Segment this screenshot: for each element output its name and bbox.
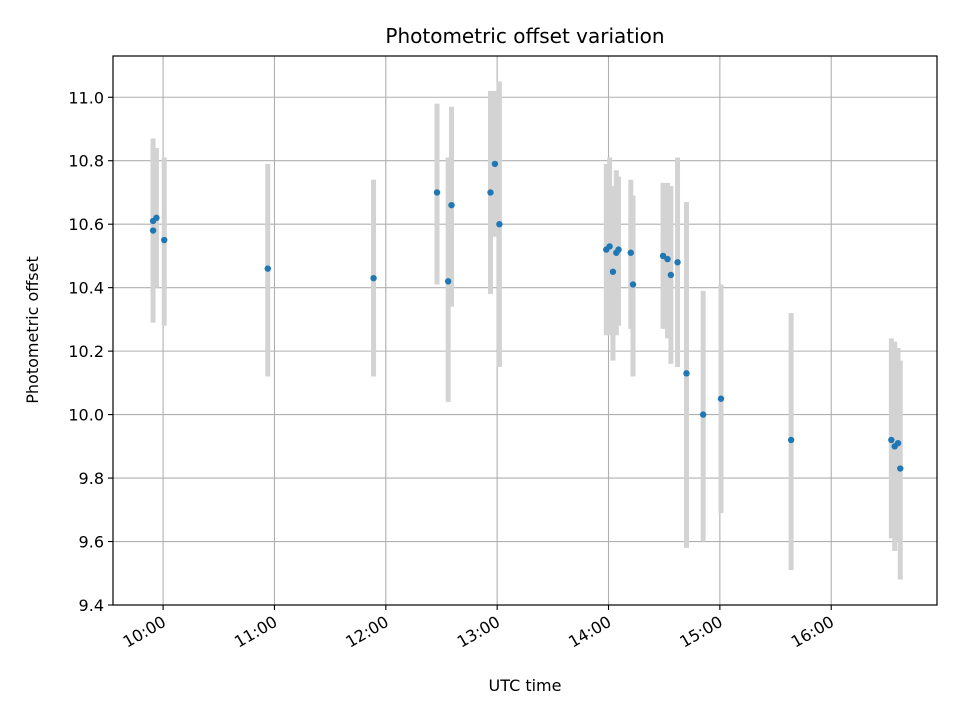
y-tick-label: 10.4 — [68, 279, 104, 298]
data-point — [433, 189, 441, 196]
y-tick-label: 11.0 — [68, 88, 104, 107]
plot-area — [113, 56, 937, 605]
data-point — [264, 265, 271, 272]
data-point — [496, 220, 503, 228]
data-point — [667, 271, 675, 279]
y-axis-label: Photometric offset — [23, 256, 42, 404]
data-point — [153, 214, 160, 222]
data-point — [787, 436, 795, 444]
data-point — [370, 274, 377, 282]
y-axis-ticks: 9.4 9.6 9.8 10.0 10.2 10.4 10.6 10.8 11.0 — [68, 88, 113, 615]
data-point — [606, 243, 613, 250]
y-tick-label: 10.0 — [68, 406, 104, 425]
data-point — [699, 411, 707, 418]
data-point — [161, 236, 168, 244]
data-point — [683, 370, 690, 377]
data-point — [627, 249, 634, 256]
y-tick-label: 10.2 — [68, 342, 104, 361]
data-point — [897, 465, 904, 472]
data-point — [894, 439, 902, 447]
y-tick-label: 9.4 — [79, 596, 104, 615]
data-point — [448, 201, 455, 209]
data-point — [659, 252, 667, 260]
data-point — [609, 268, 617, 275]
x-axis-label: UTC time — [489, 676, 562, 695]
plot-frame — [112, 55, 938, 606]
y-tick-label: 10.6 — [68, 215, 104, 234]
chart-title: Photometric offset variation — [385, 24, 664, 48]
y-tick-label: 9.8 — [79, 469, 104, 488]
data-point — [444, 278, 452, 285]
data-point — [888, 436, 895, 444]
data-point — [491, 160, 499, 168]
y-tick-label: 10.8 — [68, 152, 104, 171]
data-point — [615, 246, 622, 253]
data-point — [717, 395, 725, 402]
data-points — [149, 160, 904, 472]
data-point — [487, 189, 494, 196]
data-point — [664, 255, 671, 263]
data-point — [629, 281, 637, 288]
data-point — [674, 259, 681, 266]
data-point — [149, 227, 157, 234]
y-tick-label: 9.6 — [79, 533, 104, 552]
